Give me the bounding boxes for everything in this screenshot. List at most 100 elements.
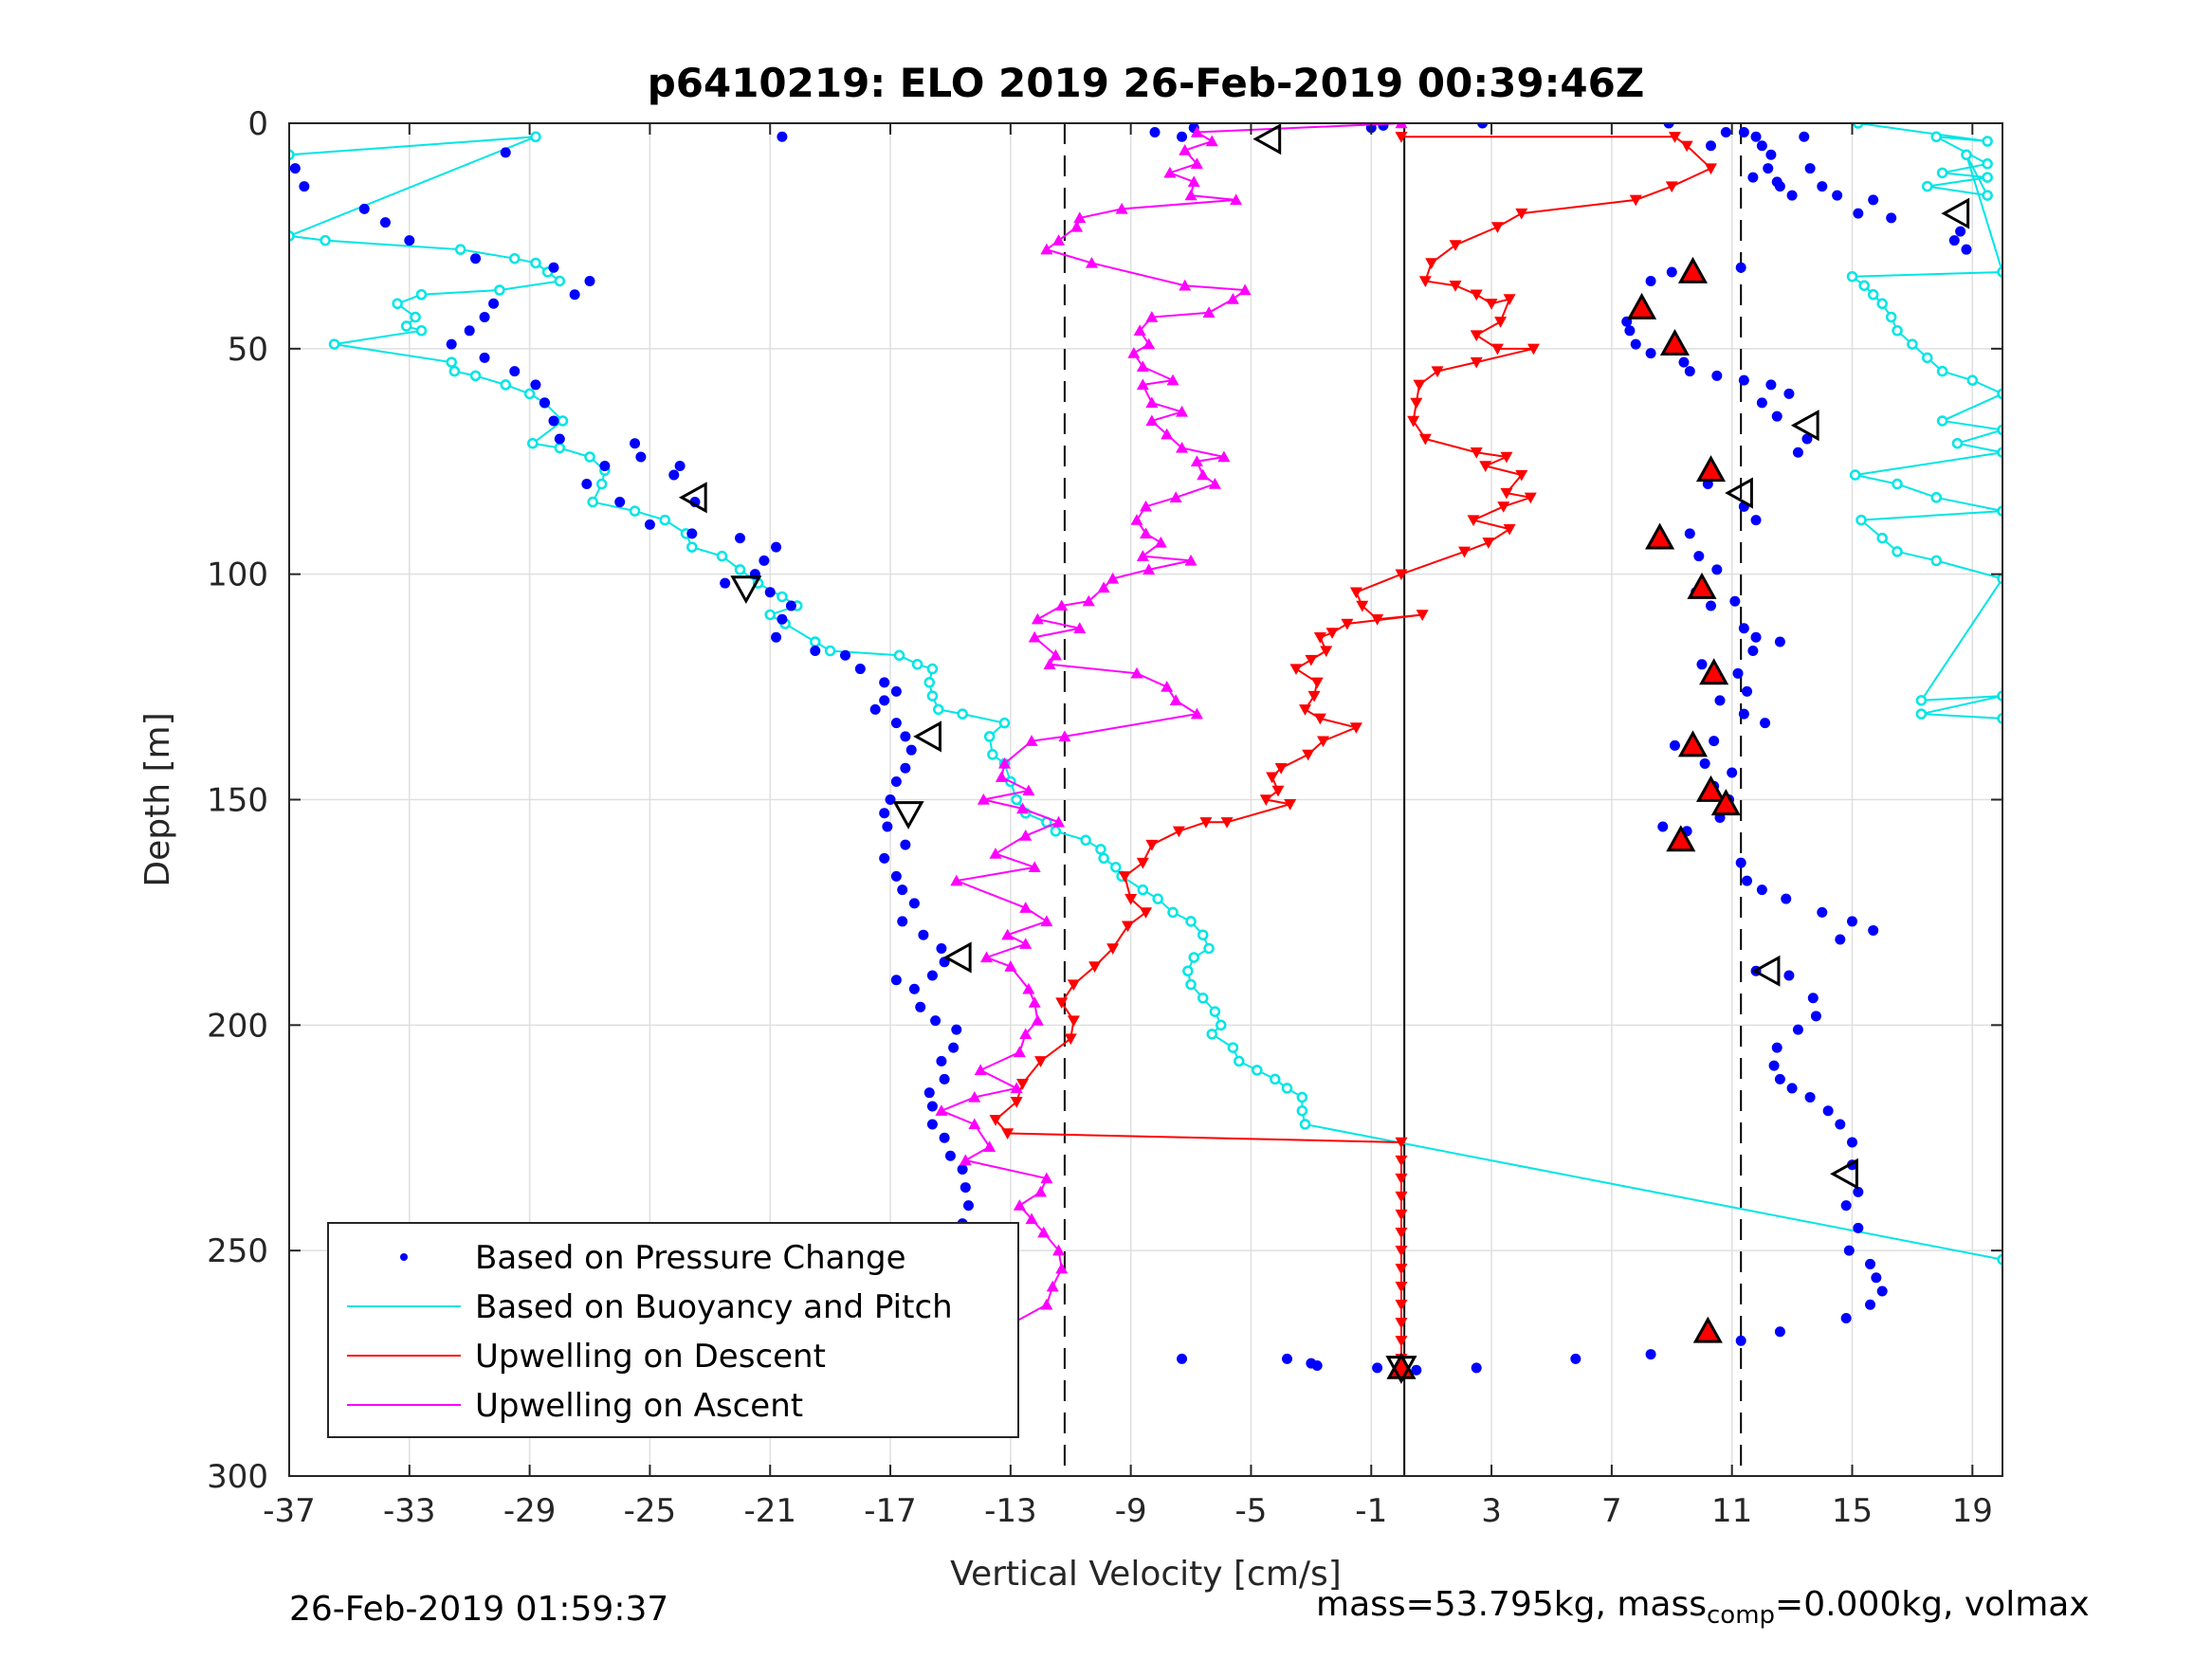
data-point [1019, 1028, 1033, 1040]
data-point [1349, 722, 1362, 734]
data-point [939, 1073, 950, 1085]
data-point [584, 451, 595, 463]
data-point [1471, 1362, 1482, 1374]
data-point [1668, 132, 1681, 143]
data-point [759, 555, 770, 566]
data-point [328, 338, 340, 350]
data-point [1756, 140, 1767, 152]
data-point [1185, 916, 1197, 927]
data-point [1515, 208, 1528, 220]
data-point [1804, 163, 1816, 174]
data-point [1154, 536, 1167, 548]
data-point [1482, 538, 1495, 549]
data-point [1106, 943, 1120, 955]
data-point [879, 852, 890, 864]
data-point [777, 591, 788, 603]
legend-label: Based on Buoyancy and Pitch [475, 1288, 953, 1326]
marker-triangle [942, 941, 972, 974]
data-point [1046, 1280, 1059, 1292]
data-point [500, 147, 511, 158]
data-point [1177, 1353, 1188, 1364]
y-tick-label: 300 [207, 1458, 268, 1496]
data-point [1176, 441, 1189, 453]
data-point [1095, 844, 1106, 855]
data-point [1765, 379, 1777, 391]
data-point [1209, 1006, 1221, 1017]
data-point [905, 744, 917, 756]
data-point [1266, 772, 1279, 784]
data-point [1001, 1128, 1015, 1139]
data-point [989, 1115, 1002, 1126]
marker-triangle [1666, 825, 1696, 852]
data-point [1936, 167, 1948, 179]
data-point [1040, 243, 1053, 255]
data-point [1130, 666, 1143, 679]
y-axis-label: Depth [m] [138, 712, 177, 886]
data-point [944, 1150, 956, 1161]
marker-triangle [1677, 730, 1709, 757]
data-point [1136, 378, 1149, 391]
data-point [1997, 447, 2002, 458]
data-point [1756, 397, 1767, 409]
data-point [1050, 826, 1062, 837]
data-point [1310, 677, 1324, 689]
data-point [1145, 311, 1159, 322]
data-point [1274, 763, 1288, 775]
data-point [936, 942, 947, 954]
data-point [810, 636, 821, 647]
data-point [1177, 131, 1188, 142]
data-point [1296, 1091, 1308, 1103]
data-point [1680, 140, 1693, 153]
data-point [1490, 222, 1504, 233]
data-point [1515, 469, 1528, 482]
data-point [915, 1001, 926, 1012]
data-point [908, 898, 920, 909]
data-point [554, 442, 566, 454]
data-point [1865, 1299, 1876, 1310]
data-point [1311, 1359, 1323, 1371]
data-point [1431, 366, 1444, 378]
data-point [926, 970, 938, 981]
data-point [785, 600, 796, 611]
data-point [1281, 1353, 1292, 1364]
data-point [1028, 630, 1041, 643]
marker-triangle [1645, 522, 1675, 550]
data-point [1259, 794, 1272, 806]
data-point [1220, 817, 1234, 829]
x-tick-label: -21 [743, 1492, 796, 1530]
data-point [1161, 428, 1174, 440]
data-point [890, 685, 902, 697]
data-point [1470, 330, 1483, 342]
data-point [1169, 491, 1182, 503]
data-point [1921, 180, 1933, 192]
data-point [1188, 952, 1199, 963]
data-point [479, 312, 490, 323]
data-point [1570, 1353, 1581, 1364]
data-point [1152, 893, 1163, 904]
marker-triangle [1252, 123, 1282, 155]
data-point [1449, 240, 1462, 251]
x-tick-label: -9 [1115, 1492, 1147, 1530]
data-point [1143, 563, 1156, 575]
data-point [777, 613, 788, 625]
data-point [1395, 1209, 1408, 1221]
data-point [1705, 600, 1716, 611]
data-point [1190, 455, 1203, 466]
data-point [1320, 646, 1333, 658]
legend-item: Based on Pressure Change [400, 1239, 906, 1277]
data-point [1040, 915, 1053, 927]
data-point [1930, 492, 1943, 503]
data-point [1817, 906, 1828, 918]
data-point [554, 433, 565, 445]
data-point [1190, 707, 1203, 720]
data-point [595, 478, 608, 490]
data-point [1395, 1227, 1408, 1239]
data-point [1296, 1104, 1308, 1117]
data-point [1735, 1335, 1746, 1346]
data-point [1011, 793, 1022, 806]
data-point [1317, 736, 1330, 748]
data-point [1684, 366, 1695, 377]
data-point [1230, 193, 1243, 206]
x-tick-label: 11 [1711, 1492, 1752, 1530]
data-point [1395, 1137, 1408, 1149]
